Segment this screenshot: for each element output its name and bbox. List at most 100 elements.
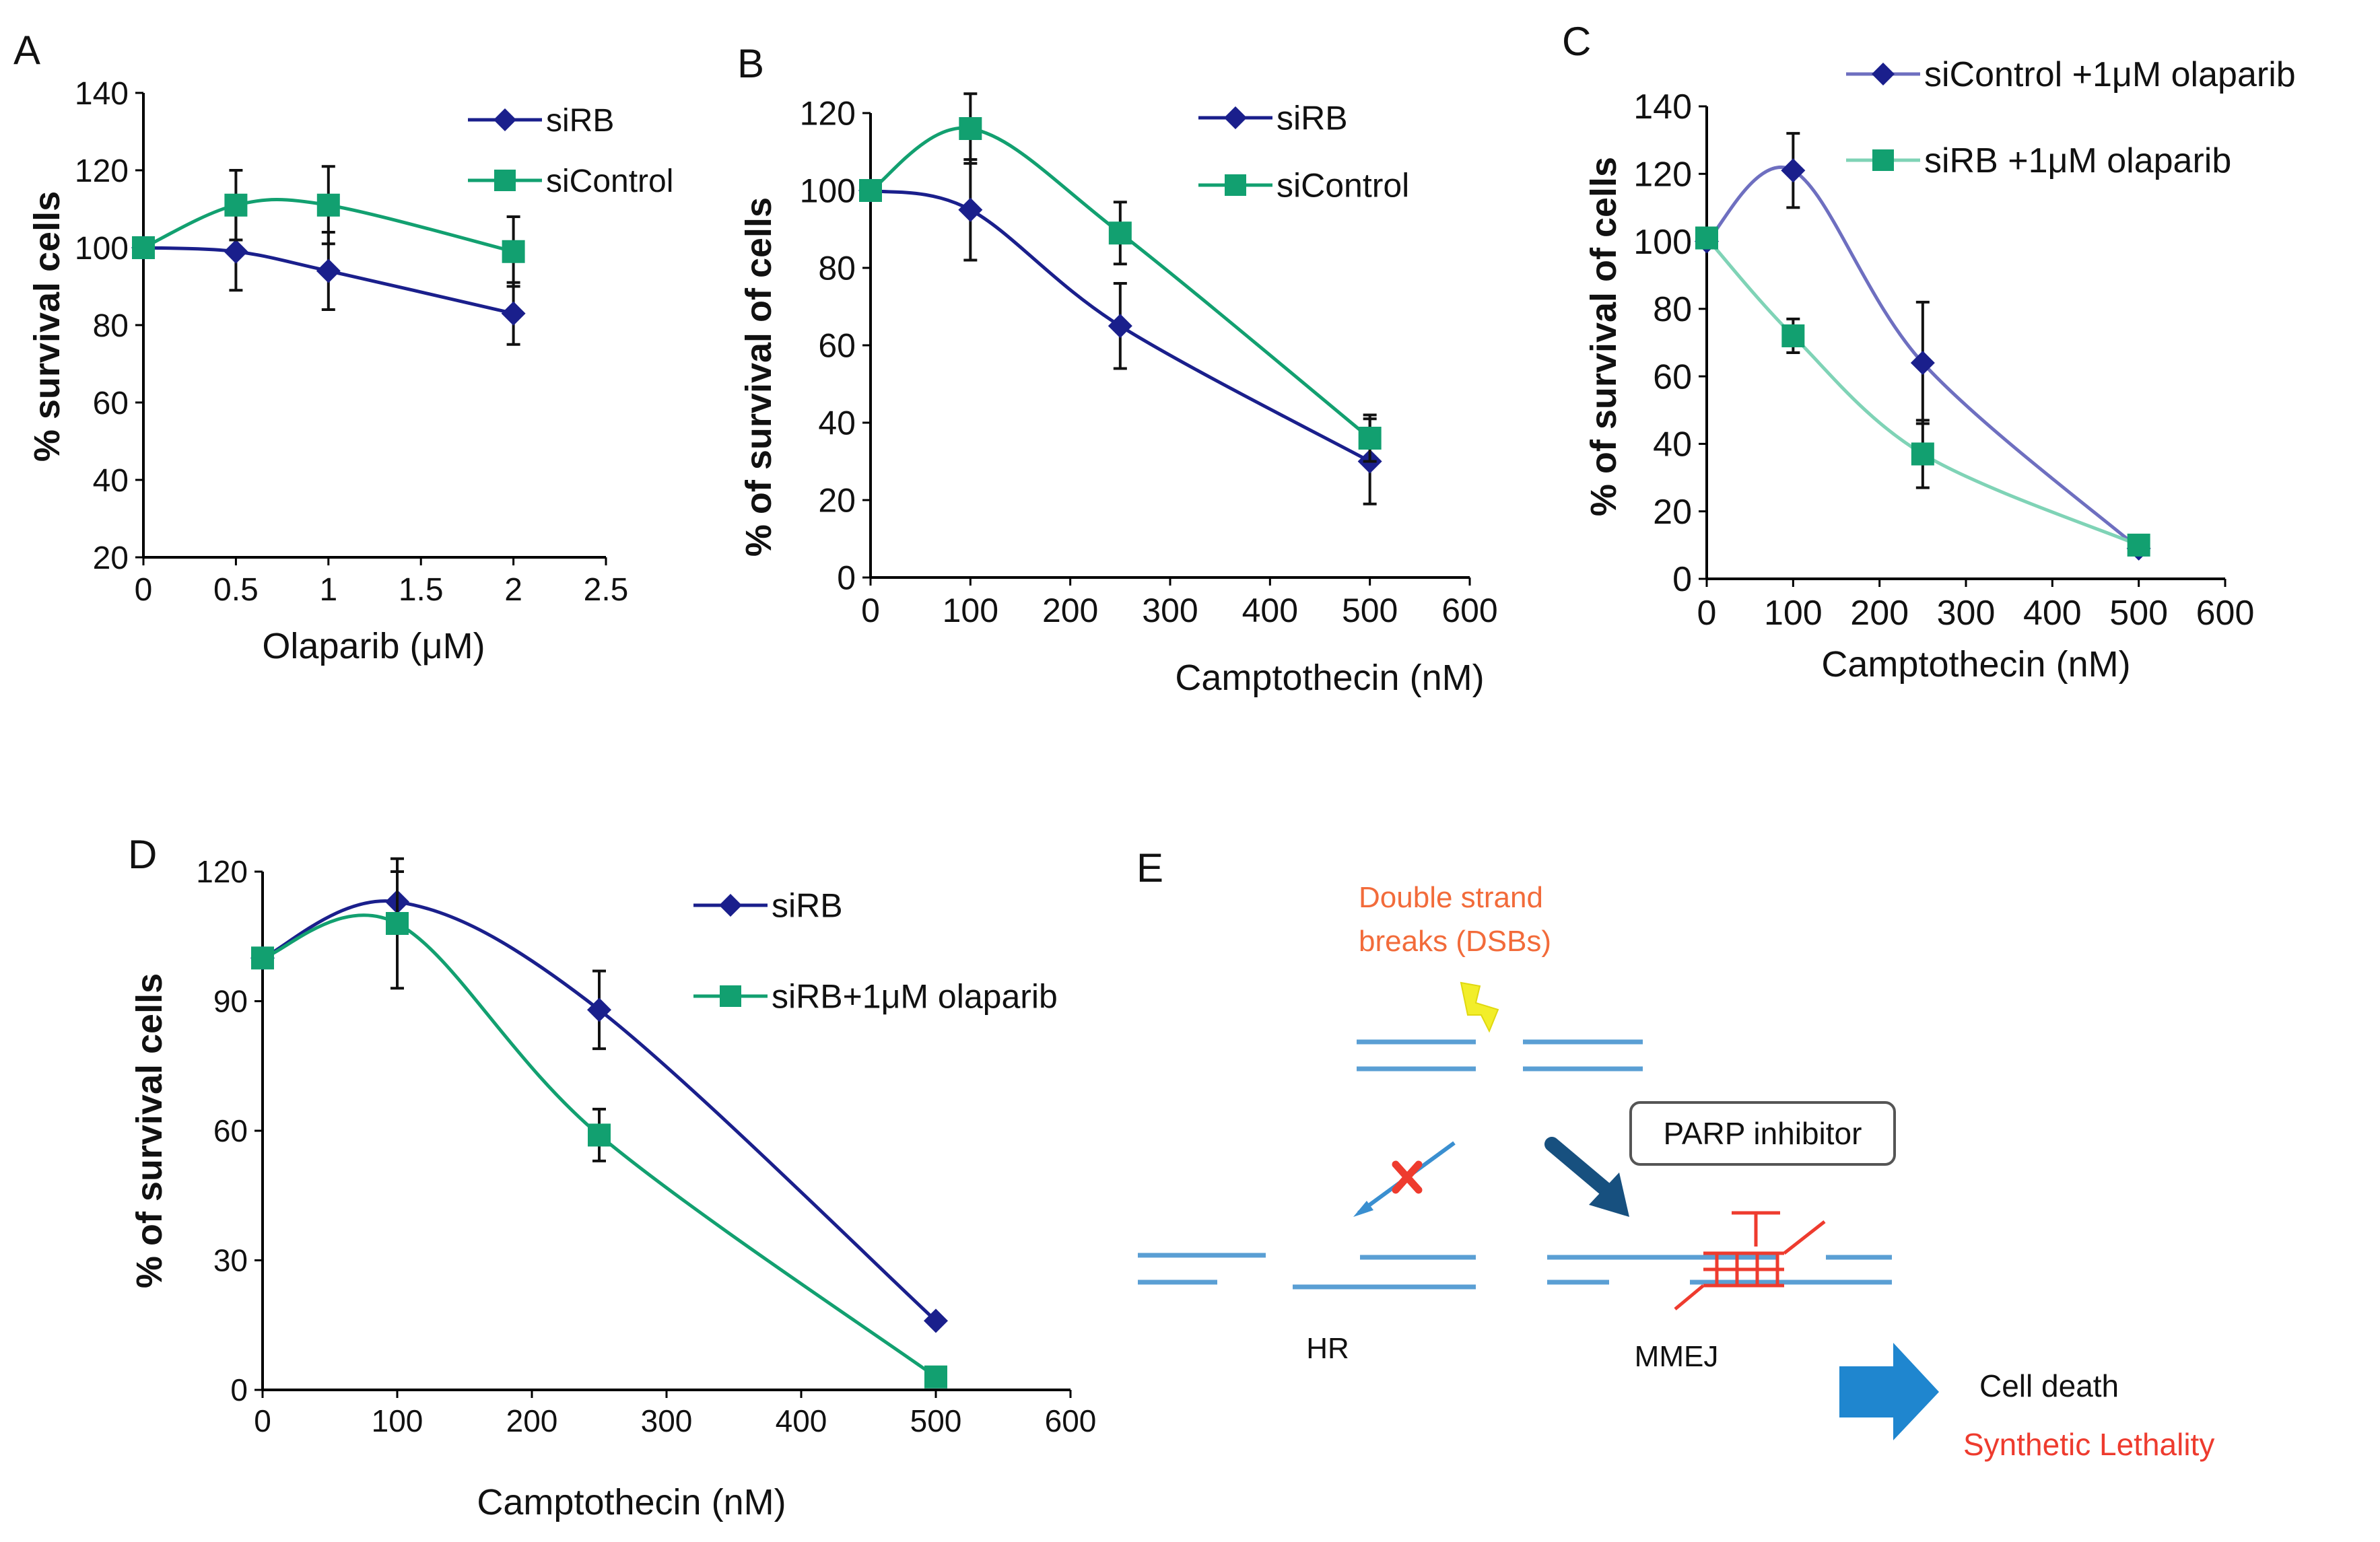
y-axis-title: % survival cells [27, 191, 67, 462]
data-point-square [959, 117, 982, 140]
legend-label: siControl [1277, 167, 1409, 205]
series-line [870, 188, 1371, 463]
x-axis-title: Camptothecin (nM) [477, 1482, 786, 1522]
x-tick-label: 100 [943, 592, 998, 629]
x-tick-label: 200 [1042, 592, 1098, 629]
panel-label-d: D [128, 832, 157, 877]
legend-marker-diamond [719, 894, 742, 917]
dsb-label-line1: Double strand [1359, 881, 1543, 914]
x-axis-title: Olaparib (μM) [262, 626, 485, 666]
x-tick-label: 0 [254, 1403, 271, 1438]
mmej-arrow-head [1589, 1172, 1629, 1217]
chart-panel-d: 0 100 200 300 400 500 600 0 30 60 90 120 Camptotheci… [129, 854, 1096, 1522]
legend-marker-square [1225, 174, 1246, 196]
outcome-arrow-icon [1839, 1343, 1939, 1440]
legend-marker-square [494, 170, 516, 191]
parp-inhibitor-label: PARP inhibitor [1664, 1116, 1862, 1151]
y-tick-label: 100 [1633, 223, 1692, 262]
y-tick-label: 60 [213, 1113, 248, 1148]
y-tick-label: 100 [75, 231, 129, 267]
panel-label-c: C [1562, 19, 1591, 64]
series-line [261, 899, 937, 1323]
legend-marker-square [1872, 149, 1894, 171]
y-tick-label: 0 [837, 559, 856, 597]
x-tick-label: 500 [1342, 592, 1398, 629]
y-tick-label: 20 [818, 482, 856, 520]
legend-label: siControl [546, 164, 673, 199]
chart-panel-b: 0 100 200 300 400 500 600 0 20 40 60 80 100 120 Campto… [739, 92, 1498, 698]
data-point-diamond [1910, 351, 1935, 376]
chart-panel-a: 0 0.5 1 1.5 2 2.5 20 40 60 80 100 120 140 Olaparib (μ… [27, 76, 673, 666]
panel-label-e: E [1136, 845, 1163, 890]
y-tick-label: 20 [93, 540, 129, 576]
data-point-square [2127, 533, 2150, 557]
legend-label: siRB+1μM olaparib [772, 978, 1058, 1016]
data-point-diamond [958, 197, 983, 222]
data-point-square [132, 236, 155, 259]
data-point-diamond [316, 258, 341, 283]
data-point-diamond [924, 1308, 948, 1333]
data-point-square [1695, 226, 1718, 250]
y-tick-label: 120 [196, 854, 248, 889]
data-point-square [224, 193, 248, 217]
legend-marker-diamond [494, 108, 516, 131]
y-tick-label: 80 [93, 308, 129, 344]
y-tick-label: 60 [93, 386, 129, 421]
legend-label: siControl +1μM olaparib [1924, 55, 2296, 94]
x-tick-label: 200 [1850, 594, 1909, 633]
x-tick-label: 2 [504, 572, 522, 608]
y-tick-label: 0 [1672, 560, 1692, 599]
data-point-square [859, 179, 882, 202]
lightning-bolt-icon [1460, 981, 1499, 1033]
series-line [143, 246, 514, 316]
y-tick-label: 120 [1633, 155, 1692, 194]
data-point-square [251, 946, 274, 970]
x-tick-label: 400 [776, 1403, 827, 1438]
panel-label-b: B [737, 41, 764, 86]
x-tick-label: 300 [1937, 594, 1996, 633]
y-tick-label: 40 [93, 463, 129, 499]
legend-marker-diamond [1872, 63, 1895, 85]
series-line [869, 126, 1371, 440]
chart-panel-c: 0 100 200 300 400 500 600 0 20 40 60 80 100 120 140 Cam… [1584, 55, 2296, 685]
x-axis-title: Camptothecin (nM) [1175, 658, 1484, 698]
data-point-diamond [1781, 158, 1806, 183]
data-point-square [1358, 427, 1382, 450]
cell-death-label: Cell death [1979, 1368, 2119, 1403]
y-axis-title: % of survival of cells [739, 197, 779, 557]
legend-label: siRB [1277, 100, 1348, 137]
x-tick-label: 500 [2109, 594, 2168, 633]
y-tick-label: 40 [1653, 425, 1692, 464]
y-tick-label: 80 [818, 250, 856, 287]
data-point-square [386, 912, 409, 935]
y-tick-label: 140 [1633, 87, 1692, 127]
dsb-label-line2: breaks (DSBs) [1359, 925, 1551, 958]
data-point-diamond [501, 301, 526, 326]
x-tick-label: 300 [641, 1403, 693, 1438]
x-tick-label: 600 [1045, 1403, 1097, 1438]
y-axis-title: % of survival of cells [1584, 157, 1624, 516]
x-tick-label: 500 [910, 1403, 962, 1438]
x-tick-label: 400 [2023, 594, 2082, 633]
x-tick-label: 200 [506, 1403, 558, 1438]
mmej-label: MMEJ [1635, 1340, 1719, 1373]
dsb-repair-diagram: Double strand breaks (DSBs) PARP inhibit… [1138, 881, 2214, 1462]
data-point-diamond [224, 239, 248, 264]
parp-blocked-mmej-icon [1674, 1211, 1826, 1310]
data-point-square [502, 240, 525, 263]
data-point-square [924, 1365, 947, 1389]
panel-label-a: A [13, 28, 40, 73]
y-tick-label: 120 [75, 153, 129, 189]
data-point-square [1781, 324, 1805, 347]
y-tick-label: 60 [818, 327, 856, 365]
x-tick-label: 1.5 [399, 572, 444, 608]
y-tick-label: 0 [230, 1372, 248, 1407]
data-point-diamond [587, 997, 611, 1022]
series-line [1705, 166, 2140, 550]
series-line [262, 913, 937, 1378]
legend-marker-square [720, 985, 741, 1007]
x-tick-label: 100 [372, 1403, 423, 1438]
data-point-square [316, 193, 340, 217]
x-tick-label: 600 [2196, 594, 2255, 633]
